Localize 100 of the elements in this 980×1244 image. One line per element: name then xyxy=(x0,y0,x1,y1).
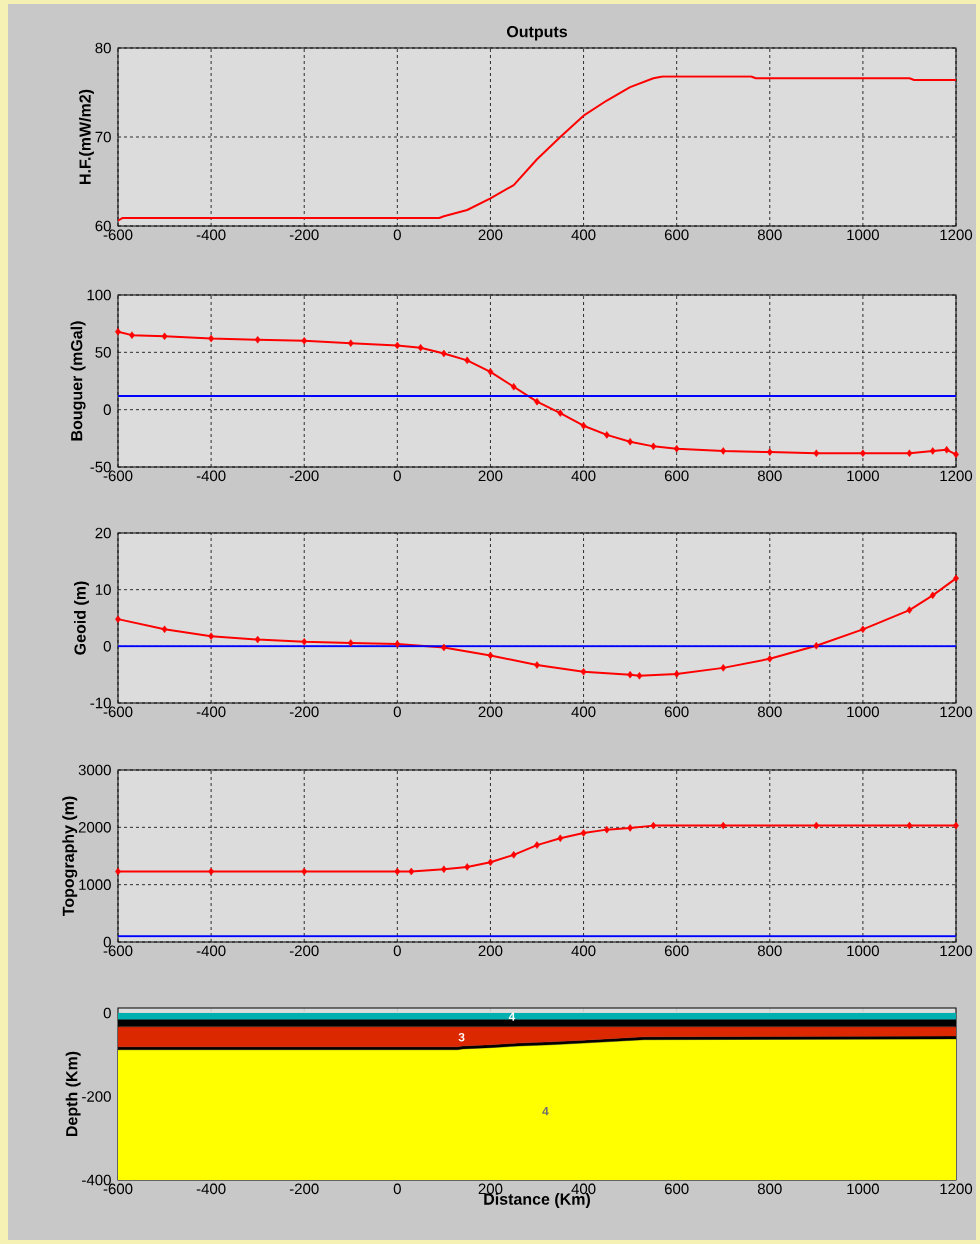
x-tick-label: 1200 xyxy=(940,229,973,241)
point xyxy=(906,821,913,830)
point xyxy=(929,591,936,600)
x-tick-label: 0 xyxy=(393,229,401,241)
point xyxy=(627,438,633,446)
x-tick-label: 600 xyxy=(664,706,689,718)
x-tick-label: -200 xyxy=(289,470,319,482)
y-tick-label: -200 xyxy=(82,1091,111,1102)
x-tick-label: -200 xyxy=(289,706,319,718)
x-tick-label: 600 xyxy=(664,470,689,482)
point xyxy=(580,829,587,837)
point xyxy=(720,664,727,672)
x-tick-label: -400 xyxy=(196,470,226,482)
point xyxy=(906,606,913,614)
annotation: 4 xyxy=(542,1107,549,1116)
x-tick-label: 1000 xyxy=(847,1183,879,1195)
point xyxy=(860,449,866,457)
x-tick-label: 400 xyxy=(571,470,596,482)
point xyxy=(636,672,643,680)
y-tick-label: 80 xyxy=(95,42,111,54)
point xyxy=(580,421,587,430)
x-tick-label: 200 xyxy=(478,706,503,718)
point xyxy=(650,821,657,830)
x-tick-label: 1000 xyxy=(847,470,879,482)
y-axis-title: Depth (Km) xyxy=(65,1051,81,1137)
point xyxy=(673,670,680,678)
y-tick-label: 0 xyxy=(103,404,111,415)
point xyxy=(408,867,415,876)
x-tick-label: 1200 xyxy=(940,945,973,957)
x-tick-label: 1200 xyxy=(940,706,973,718)
x-tick-label: 800 xyxy=(757,229,782,241)
x-tick-label: -200 xyxy=(289,1183,319,1195)
line-series xyxy=(118,75,957,222)
point xyxy=(534,661,540,669)
x-tick-label: -200 xyxy=(289,945,319,957)
x-tick-label: -400 xyxy=(196,229,226,241)
point xyxy=(487,651,494,660)
point xyxy=(720,821,727,830)
x-tick-label: 400 xyxy=(571,706,596,718)
point xyxy=(161,625,168,634)
x-tick-label: 1200 xyxy=(940,470,973,482)
point xyxy=(627,824,633,832)
point xyxy=(254,335,261,344)
point xyxy=(650,442,657,451)
x-tick-label: 0 xyxy=(393,1183,401,1195)
point xyxy=(580,668,587,676)
x-tick-label: 800 xyxy=(757,945,782,957)
point xyxy=(557,409,564,417)
annotation: 3 xyxy=(458,1032,465,1042)
x-tick-label: 200 xyxy=(478,229,503,241)
x-tick-label: 800 xyxy=(757,1183,782,1195)
x-tick-label: 400 xyxy=(571,945,596,957)
point xyxy=(487,368,494,376)
point xyxy=(464,356,471,365)
x-tick-label: 800 xyxy=(757,470,782,482)
point xyxy=(766,448,773,456)
x-tick-label: 1000 xyxy=(847,706,879,718)
x-tick-label: 600 xyxy=(664,229,689,241)
x-tick-label: 800 xyxy=(757,706,782,718)
point xyxy=(766,655,773,663)
point xyxy=(417,344,424,352)
x-tick-label: -400 xyxy=(196,706,226,718)
point xyxy=(510,851,517,859)
x-axis-title: Distance (Km) xyxy=(484,1193,590,1208)
point xyxy=(208,632,214,640)
x-tick-label: 0 xyxy=(393,706,401,718)
x-tick-label: 200 xyxy=(478,1183,503,1195)
y-tick-label: 20 xyxy=(95,527,111,539)
x-tick-label: 600 xyxy=(664,1183,689,1195)
y-tick-label: 0 xyxy=(103,641,111,652)
y-axis-title: Topography (m) xyxy=(62,796,78,917)
x-tick-label: 1000 xyxy=(847,229,879,241)
y-axis-title: H.F.(mW/m2) xyxy=(79,89,94,184)
point xyxy=(534,841,540,849)
point xyxy=(813,821,820,830)
y-tick-label: 70 xyxy=(95,131,111,143)
point xyxy=(129,331,135,339)
point xyxy=(464,863,471,871)
point xyxy=(394,640,401,648)
y-axis-title: Bouguer (mGal) xyxy=(70,321,86,441)
x-tick-label: 200 xyxy=(478,470,503,482)
point xyxy=(394,867,401,876)
x-tick-label: -400 xyxy=(196,945,226,957)
point xyxy=(673,444,680,453)
y-tick-label: 10 xyxy=(95,584,111,595)
x-tick-label: 0 xyxy=(393,945,401,957)
x-tick-label: 1000 xyxy=(847,945,879,957)
point xyxy=(510,382,517,391)
x-tick-label: 400 xyxy=(571,229,596,241)
point xyxy=(813,449,820,457)
y-tick-label: 1000 xyxy=(79,879,111,890)
x-tick-label: 400 xyxy=(571,1183,596,1195)
point xyxy=(441,865,447,873)
y-axis-title: Geoid (m) xyxy=(74,581,89,655)
x-tick-label: 1200 xyxy=(940,1183,973,1195)
y-tick-label: 2000 xyxy=(78,822,111,833)
y-tick-label: 100 xyxy=(87,289,111,301)
point xyxy=(603,431,610,439)
y-tick-label: 3000 xyxy=(78,764,111,776)
x-tick-label: 600 xyxy=(664,945,689,957)
